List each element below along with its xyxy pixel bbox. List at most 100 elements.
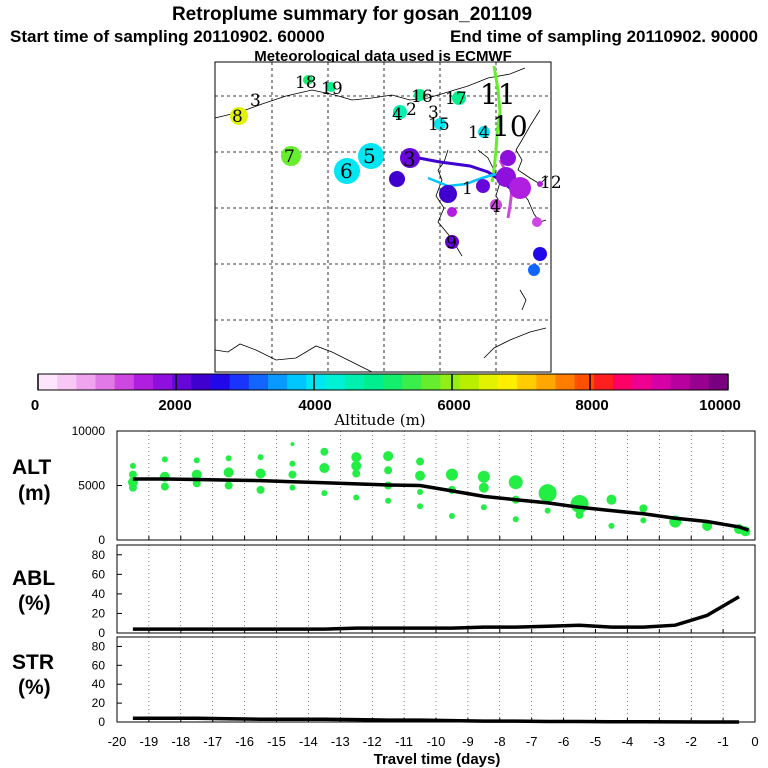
alt-particle-point xyxy=(256,485,265,494)
x-tick-label: -1 xyxy=(717,734,729,749)
colorbar-swatch xyxy=(536,374,556,390)
colorbar-tick: 4000 xyxy=(298,397,331,414)
colorbar-swatch xyxy=(708,374,729,390)
colorbar-swatch xyxy=(76,374,96,390)
map-label: 6 xyxy=(340,159,353,183)
alt-particle-point xyxy=(224,481,233,490)
colorbar-swatch xyxy=(57,374,77,390)
plume-position-markers xyxy=(230,75,547,276)
colorbar-swatch xyxy=(421,374,441,390)
y-tick-label: 60 xyxy=(92,658,106,672)
x-tick-label: -15 xyxy=(267,734,286,749)
alt-particle-point xyxy=(289,460,296,467)
alt-particle-point xyxy=(608,522,615,529)
map-label: 16 xyxy=(411,87,433,107)
y-tick-label: 0 xyxy=(98,626,105,640)
alt-particle-point xyxy=(128,483,137,492)
abl-line xyxy=(132,595,740,631)
end-time-label: End time of sampling 20110902. 90000 xyxy=(450,27,758,46)
y-tick-label: 80 xyxy=(92,548,106,562)
alt-particle-point xyxy=(352,469,361,478)
alt-particle-point xyxy=(160,482,169,491)
alt-particle-point xyxy=(640,517,647,524)
alt-particle-point xyxy=(321,490,328,497)
x-tick-label: -14 xyxy=(299,734,318,749)
alt-particle-point xyxy=(129,462,136,469)
y-tick-label: 20 xyxy=(92,696,106,710)
alt-particle-point xyxy=(289,484,296,491)
colorbar-swatch xyxy=(402,374,422,390)
y-tick-label: 60 xyxy=(92,567,106,581)
colorbar-swatch xyxy=(38,374,58,390)
colorbar-swatch xyxy=(593,374,614,390)
alt-particle-point xyxy=(639,504,648,513)
str-ylabel: STR xyxy=(12,651,54,674)
x-axis-label: Travel time (days) xyxy=(374,751,501,768)
alt-particle-point xyxy=(161,456,168,463)
colorbar-swatch xyxy=(191,374,211,390)
colorbar-tick: 2000 xyxy=(158,397,191,414)
colorbar-swatch xyxy=(459,374,480,390)
colorbar-title: Altitude (m) xyxy=(333,411,425,429)
alt-particle-point xyxy=(351,460,362,471)
alt-particle-point xyxy=(351,452,362,463)
colorbar-swatch xyxy=(651,374,671,390)
colorbar-swatch xyxy=(325,374,346,390)
alt-particle-point xyxy=(128,470,137,479)
colorbar-swatch xyxy=(574,374,595,390)
colorbar-swatch xyxy=(287,374,307,390)
alt-particle-point xyxy=(383,451,394,462)
colorbar-tick: 8000 xyxy=(575,397,608,414)
alt-particle-point xyxy=(320,447,329,456)
met-data-label: Meteorological data used is ECMWF xyxy=(254,48,512,65)
figure-title: Retroplume summary for gosan_201109 xyxy=(172,4,532,25)
map-label: 8 xyxy=(232,107,243,127)
alt-particle-point xyxy=(319,463,330,474)
alt-particle-point xyxy=(417,489,424,496)
x-tick-label: -11 xyxy=(395,734,413,749)
colorbar-swatch xyxy=(172,374,192,390)
alt-particle-point xyxy=(192,479,201,488)
map-label: 18 xyxy=(295,73,317,93)
x-tick-label: -16 xyxy=(235,734,254,749)
x-tick-label: -12 xyxy=(363,734,382,749)
map-label: 3 xyxy=(428,103,439,123)
alt-particle-point xyxy=(575,510,584,519)
map-label: 11 xyxy=(480,78,516,111)
colorbar-swatch xyxy=(210,374,231,390)
alt-panel: 0 5000 10000 xyxy=(72,424,756,547)
map-label: 3 xyxy=(250,91,261,111)
abl-ylabel: ABL xyxy=(12,567,55,590)
x-tick-label: -5 xyxy=(590,734,602,749)
x-tick-label: -6 xyxy=(558,734,570,749)
map-label: 14 xyxy=(468,123,490,143)
colorbar-swatch xyxy=(670,374,691,390)
map-label: 15 xyxy=(428,115,450,135)
alt-particle-point xyxy=(445,468,458,481)
colorbar-swatch xyxy=(344,374,365,390)
colorbar-tick: 0 xyxy=(31,397,39,414)
colorbar-tick: 10000 xyxy=(699,397,741,414)
map-label: 5 xyxy=(363,144,376,168)
x-tick-label: -8 xyxy=(494,734,506,749)
map-label: 2 xyxy=(406,100,417,120)
map-label: 19 xyxy=(321,79,343,99)
x-tick-label: -7 xyxy=(526,734,538,749)
colorbar-swatch xyxy=(229,374,250,390)
alt-particle-point xyxy=(417,503,424,510)
alt-particle-point xyxy=(448,513,455,520)
y-tick-label: 20 xyxy=(92,606,106,620)
alt-particle-point xyxy=(477,470,490,483)
colorbar-tick: 6000 xyxy=(437,397,470,414)
alt-particle-point xyxy=(570,495,589,514)
map-label: 9 xyxy=(446,233,457,253)
map-label: 10 xyxy=(492,110,528,143)
abl-ylabel-unit: (%) xyxy=(18,592,51,615)
colorbar-swatch xyxy=(689,374,710,390)
altitude-colorbar xyxy=(37,373,729,391)
map-label: 4 xyxy=(392,105,403,125)
colorbar-swatch xyxy=(114,374,135,390)
x-tick-label: -10 xyxy=(427,734,446,749)
colorbar-swatch xyxy=(440,374,461,390)
